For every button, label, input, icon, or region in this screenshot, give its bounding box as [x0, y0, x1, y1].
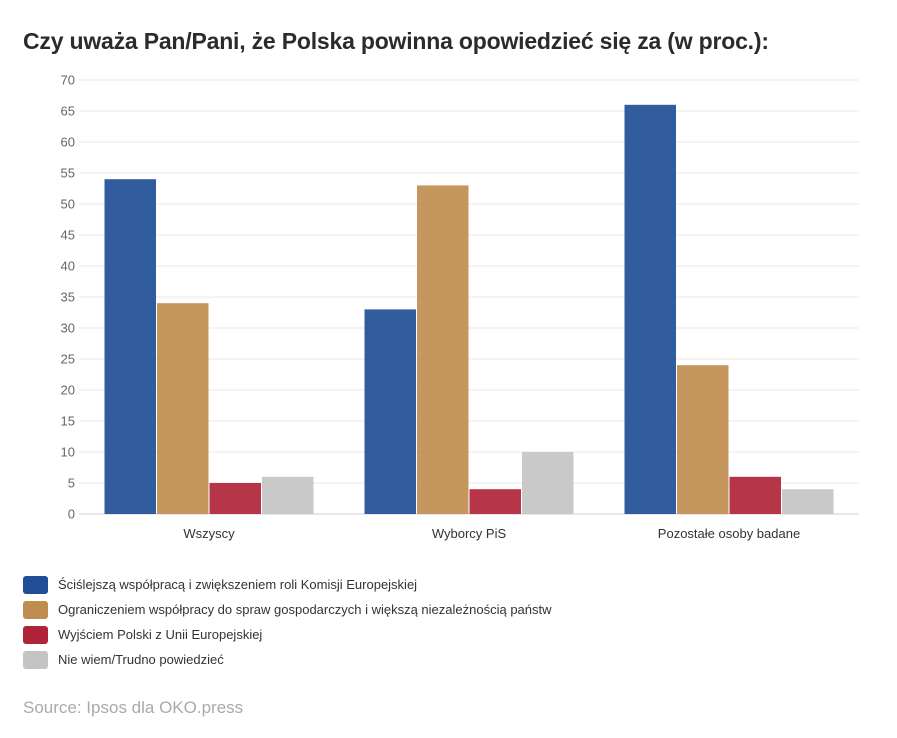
bar: [104, 179, 156, 514]
bar: [417, 185, 469, 514]
y-tick-label: 70: [61, 73, 75, 88]
y-tick-label: 40: [61, 259, 75, 274]
y-tick-label: 25: [61, 352, 75, 367]
x-category-label: Wszyscy: [183, 526, 235, 541]
y-tick-label: 65: [61, 104, 75, 119]
bar: [782, 489, 834, 514]
bar: [209, 483, 261, 514]
bar: [677, 365, 729, 514]
legend-item: Ściślejszą współpracą i zwiększeniem rol…: [23, 572, 552, 597]
legend-label: Ściślejszą współpracą i zwiększeniem rol…: [58, 577, 418, 592]
legend-item: Ograniczeniem współpracy do spraw gospod…: [23, 597, 552, 622]
bar: [364, 309, 416, 514]
legend-item: Wyjściem Polski z Unii Europejskiej: [23, 622, 552, 647]
y-tick-label: 60: [61, 135, 75, 150]
y-tick-label: 55: [61, 166, 75, 181]
x-axis-labels: Wszyscy Wyborcy PiS Pozostałe osoby badane: [183, 526, 800, 541]
bar-chart: 0 5 10 15 20 25 30 35 40 45 50 55 60 65 70 Wszyscy Wybo…: [61, 73, 859, 541]
y-tick-label: 0: [68, 507, 75, 522]
bar: [262, 476, 314, 514]
y-tick-label: 5: [68, 476, 75, 491]
x-category-label: Pozostałe osoby badane: [658, 526, 800, 541]
legend-swatch: [23, 650, 48, 669]
y-tick-label: 20: [61, 383, 75, 398]
bar: [522, 452, 574, 514]
y-tick-label: 35: [61, 290, 75, 305]
y-tick-label: 30: [61, 321, 75, 336]
y-tick-label: 50: [61, 197, 75, 212]
legend: Ściślejszą współpracą i zwiększeniem rol…: [23, 572, 552, 672]
bar: [469, 489, 521, 514]
bars: [104, 104, 834, 515]
y-tick-label: 10: [61, 445, 75, 460]
legend-swatch: [23, 575, 48, 594]
bar: [157, 303, 209, 514]
y-tick-label: 15: [61, 414, 75, 429]
legend-label: Ograniczeniem współpracy do spraw gospod…: [58, 602, 552, 617]
bar: [624, 104, 676, 515]
legend-swatch: [23, 600, 48, 619]
y-tick-label: 45: [61, 228, 75, 243]
source-note: Source: Ipsos dla OKO.press: [23, 698, 244, 717]
bar: [729, 476, 781, 514]
chart-title: Czy uważa Pan/Pani, że Polska powinna op…: [23, 28, 769, 54]
x-category-label: Wyborcy PiS: [432, 526, 507, 541]
legend-label: Nie wiem/Trudno powiedzieć: [58, 652, 224, 667]
legend-label: Wyjściem Polski z Unii Europejskiej: [58, 627, 263, 642]
legend-swatch: [23, 625, 48, 644]
y-axis-ticks: 0 5 10 15 20 25 30 35 40 45 50 55 60 65 70: [61, 73, 75, 522]
gridlines: [79, 79, 859, 515]
legend-item: Nie wiem/Trudno powiedzieć: [23, 647, 552, 672]
